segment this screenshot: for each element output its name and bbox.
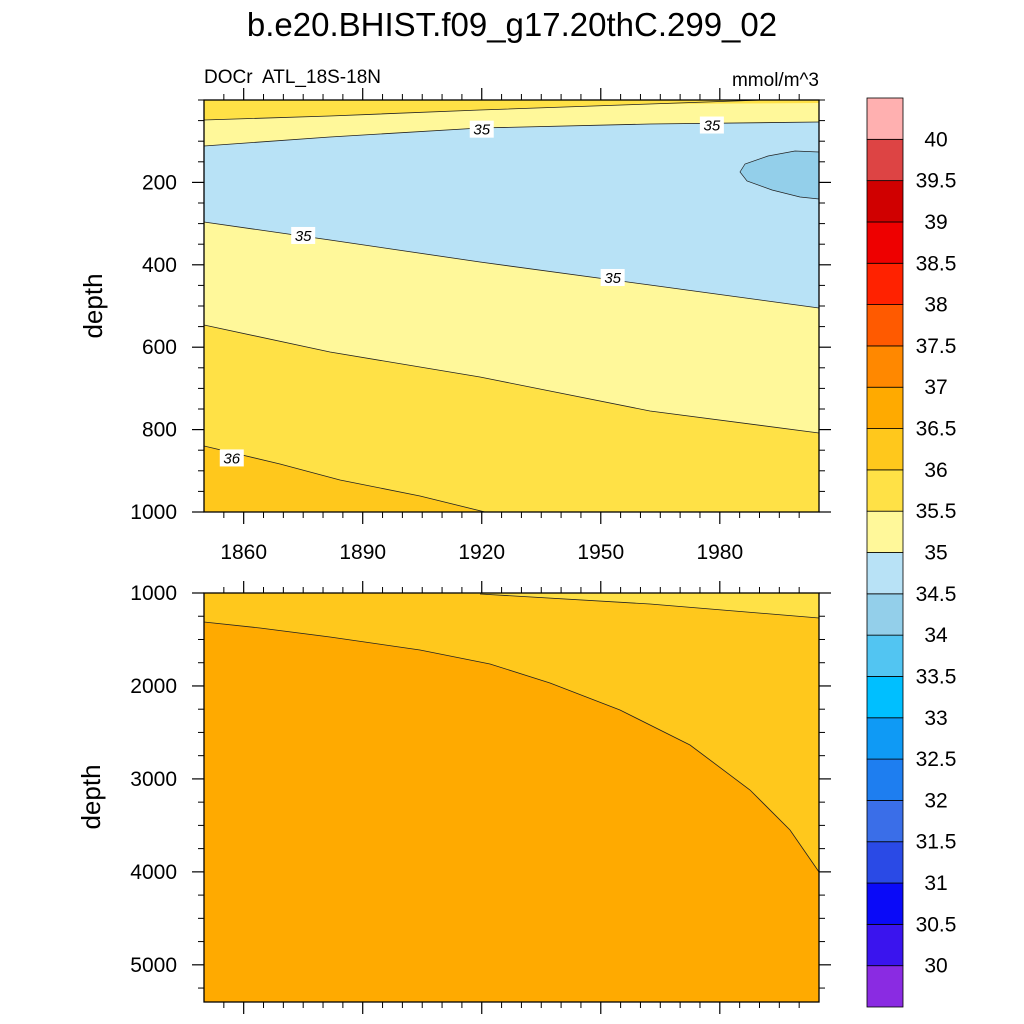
colorbar-label: 34.5 xyxy=(916,583,957,606)
colorbar-swatch xyxy=(866,180,904,223)
colorbar-label: 32 xyxy=(924,789,947,812)
colorbar-swatch xyxy=(866,923,904,967)
region-35-35_5-middle xyxy=(204,222,819,433)
region-35_5-36-surface xyxy=(204,100,819,120)
region-34-34_5-pocket xyxy=(739,150,819,200)
colorbar-swatch xyxy=(866,841,904,884)
contour-line xyxy=(204,324,819,434)
colorbar-label: 35.5 xyxy=(916,500,957,523)
colorbar-swatch xyxy=(866,593,904,636)
colorbar-swatch xyxy=(866,800,904,843)
upper-y-tick-label: 600 xyxy=(142,336,177,359)
colorbar-label: 38.5 xyxy=(916,252,957,275)
chart-title: b.e20.BHIST.f09_g17.20thC.299_02 xyxy=(247,6,777,43)
colorbar-swatch xyxy=(866,758,904,801)
colorbar-swatch xyxy=(866,676,904,719)
colorbar-label: 36 xyxy=(924,459,947,482)
colorbar-label: 35 xyxy=(924,542,947,565)
contour-line xyxy=(204,221,819,309)
contour-line xyxy=(204,621,819,873)
lower-y-axis-label: depth xyxy=(76,764,106,829)
region-34_5-35-upper xyxy=(204,122,819,308)
upper-y-tick-label: 400 xyxy=(142,254,177,277)
x-tick-label: 1950 xyxy=(577,541,624,564)
colorbar-label: 32.5 xyxy=(916,748,957,771)
lower-panel: 1000 2000 3000 4000 5000 depth xyxy=(76,581,831,1014)
contour-label: 35 xyxy=(604,270,621,287)
colorbar-swatch xyxy=(866,304,904,347)
lower-y-tick-label: 1000 xyxy=(130,582,177,605)
colorbar-swatch xyxy=(866,138,904,182)
colorbar: 30 30.5 31 31.5 32 32.5 33 33.5 34 34.5 35 35.5 36 36… xyxy=(866,97,957,1008)
lower-y-tick-label: 4000 xyxy=(130,861,177,884)
contour-line xyxy=(204,100,774,121)
upper-y-axis-label: depth xyxy=(78,273,108,338)
colorbar-swatch xyxy=(866,552,904,595)
colorbar-swatch xyxy=(866,717,904,760)
colorbar-label: 36.5 xyxy=(916,418,957,441)
lower-plot-frame xyxy=(203,592,820,1003)
colorbar-swatch xyxy=(866,428,904,471)
colorbar-label: 30.5 xyxy=(916,913,957,936)
upper-y-tick-label: 200 xyxy=(142,171,177,194)
colorbar-swatch xyxy=(866,221,904,264)
colorbar-swatch xyxy=(866,97,904,140)
colorbar-label: 40 xyxy=(924,128,947,151)
region-36-36_5-wedge xyxy=(204,446,485,512)
colorbar-label: 31.5 xyxy=(916,831,957,854)
colorbar-label: 37.5 xyxy=(916,335,957,358)
colorbar-label: 33.5 xyxy=(916,665,957,688)
region-36-36_5-band xyxy=(204,593,819,872)
upper-y-tick-label: 1000 xyxy=(130,501,177,524)
region-35_5-36-sliver xyxy=(204,593,819,618)
upper-y-tick-label: 800 xyxy=(142,419,177,442)
contour-label: 36 xyxy=(223,450,240,467)
colorbar-label: 39 xyxy=(924,211,947,234)
contour-label-bg xyxy=(291,226,316,244)
upper-panel: 35 35 35 35 36 200 400 600 800 1000 depth xyxy=(78,88,831,524)
lower-y-tick-label: 5000 xyxy=(130,954,177,977)
contour-label-bg xyxy=(600,268,625,286)
contour-label: 35 xyxy=(473,122,490,139)
units-label: mmol/m^3 xyxy=(732,70,819,91)
x-tick-label: 1920 xyxy=(458,541,505,564)
colorbar-label: 33 xyxy=(924,707,947,730)
colorbar-swatch xyxy=(866,965,904,1008)
contour-line xyxy=(204,445,486,512)
colorbar-swatch xyxy=(866,882,904,925)
colorbar-swatch xyxy=(866,469,904,512)
region-name: ATL_18S-18N xyxy=(262,67,381,88)
x-tick-label: 1890 xyxy=(339,541,386,564)
contour-line xyxy=(479,593,819,619)
colorbar-label: 30 xyxy=(924,955,947,978)
colorbar-swatch xyxy=(866,262,904,305)
contour-label: 35 xyxy=(295,228,312,245)
colorbar-label: 37 xyxy=(924,376,947,399)
contour-label-bg xyxy=(699,116,724,134)
colorbar-label: 38 xyxy=(924,294,947,317)
region-35-35_5-near-surface xyxy=(204,100,819,146)
x-tick-label: 1860 xyxy=(220,541,267,564)
contour-label-bg xyxy=(219,449,244,467)
colorbar-label: 39.5 xyxy=(916,170,957,193)
lower-y-tick-label: 2000 xyxy=(130,675,177,698)
lower-y-tick-label: 3000 xyxy=(130,768,177,791)
contour-label-bg xyxy=(469,120,494,138)
colorbar-swatch xyxy=(866,510,904,553)
colorbar-label: 34 xyxy=(924,624,948,647)
x-tick-label: 1980 xyxy=(696,541,743,564)
colorbar-swatch xyxy=(866,345,904,388)
colorbar-swatch xyxy=(866,386,904,429)
variable-name: DOCr xyxy=(204,67,253,88)
contour-label: 35 xyxy=(704,118,721,135)
colorbar-label: 31 xyxy=(924,872,947,895)
colorbar-swatch xyxy=(866,634,904,677)
